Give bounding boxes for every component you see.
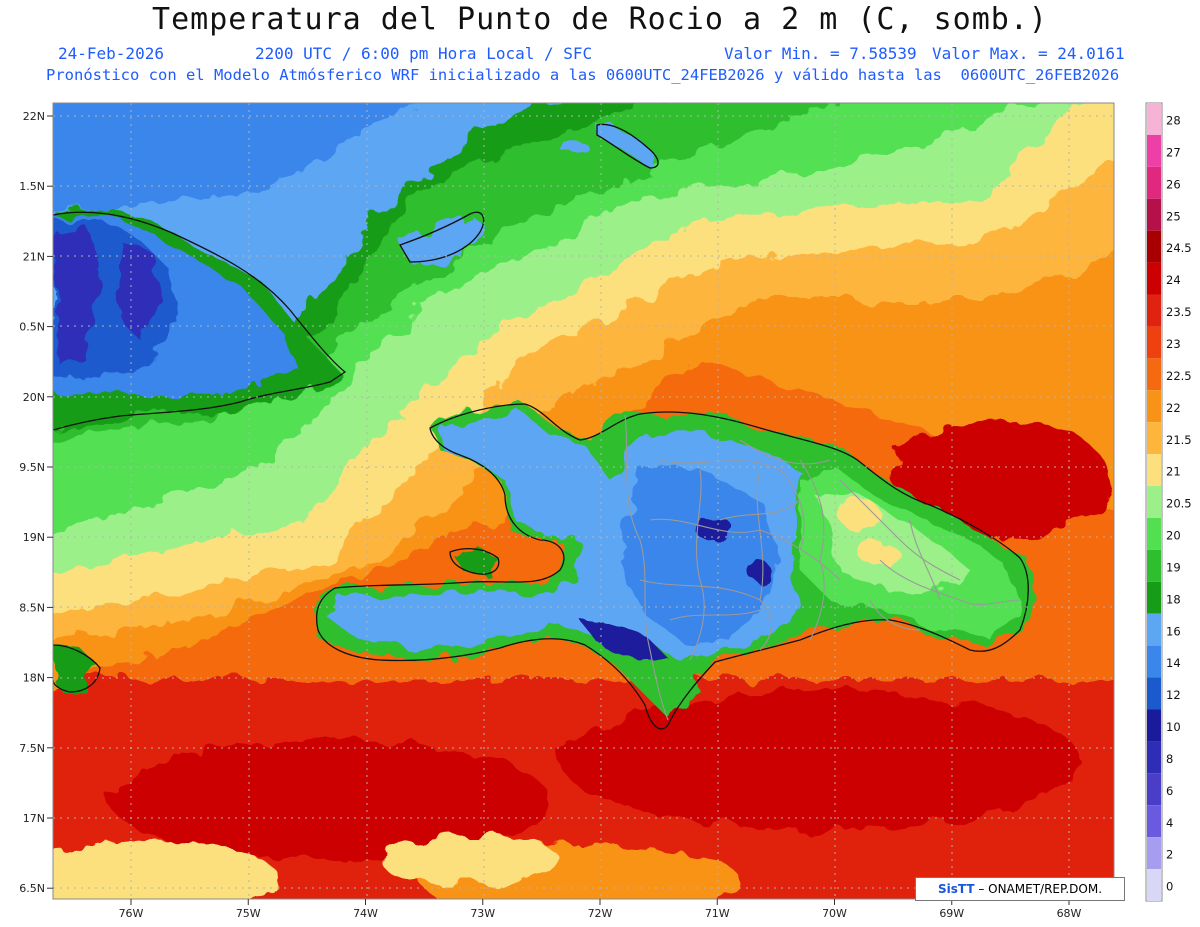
- legend-label: 20: [1166, 529, 1181, 543]
- legend-label: 18: [1166, 592, 1181, 606]
- lon-label: 72W: [588, 907, 613, 920]
- longitude-axis: 76W 75W 74W 73W 72W 71W 70W 69W 68W: [119, 899, 1082, 920]
- lat-label: 20N: [23, 391, 45, 404]
- lat-label: 0.5N: [19, 321, 45, 334]
- legend-label: 10: [1166, 720, 1181, 734]
- lon-label: 71W: [705, 907, 730, 920]
- legend-label: 22.5: [1166, 369, 1192, 383]
- legend-swatch: [1147, 517, 1161, 550]
- legend-swatch: [1147, 326, 1161, 359]
- map-title: Temperatura del Punto de Rocio a 2 m (C,…: [152, 2, 1048, 37]
- lon-label: 73W: [470, 907, 495, 920]
- lat-label: 7.5N: [19, 742, 45, 755]
- legend-swatch: [1147, 486, 1161, 518]
- legend-swatch: [1147, 837, 1161, 870]
- forecast-note: Pronóstico con el Modelo Atmósferico WRF…: [46, 66, 1120, 84]
- legend-swatch: [1147, 454, 1161, 487]
- lon-label: 74W: [353, 907, 378, 920]
- legend-swatch: [1147, 773, 1161, 806]
- lon-label: 70W: [822, 907, 847, 920]
- field-layer: [53, 103, 1114, 899]
- color-legend: 2827262524.52423.52322.52221.52120.52019…: [1145, 102, 1192, 902]
- lat-label: 18N: [23, 672, 45, 685]
- legend-label: 16: [1166, 624, 1181, 638]
- legend-swatch: [1147, 166, 1161, 199]
- attribution-text: – ONAMET/REP.DOM.: [974, 882, 1103, 896]
- legend-label: 23: [1166, 337, 1181, 351]
- legend-label: 25: [1166, 209, 1181, 223]
- legend-label: 24.5: [1166, 241, 1192, 255]
- legend-swatch: [1147, 390, 1161, 423]
- legend-swatch: [1147, 230, 1161, 263]
- latitude-axis: 22N 1.5N 21N 0.5N 20N 9.5N 19N 8.5N 18N 7.5N 17N 6.…: [19, 110, 53, 895]
- legend-label: 19: [1166, 560, 1181, 574]
- lat-label: 8.5N: [19, 601, 45, 614]
- legend-swatch: [1147, 741, 1161, 774]
- legend-label: 6: [1166, 784, 1173, 798]
- legend-swatch: [1147, 294, 1161, 327]
- legend-label: 2: [1166, 848, 1173, 862]
- attribution: SisTT – ONAMET/REP.DOM.: [915, 877, 1125, 901]
- lat-label: 22N: [23, 110, 45, 123]
- legend-label: 22: [1166, 401, 1181, 415]
- lat-label: 1.5N: [19, 180, 45, 193]
- lon-label: 69W: [939, 907, 964, 920]
- lon-label: 68W: [1057, 907, 1082, 920]
- legend-swatch: [1147, 869, 1161, 901]
- legend-label: 12: [1166, 688, 1181, 702]
- legend-swatch: [1147, 358, 1161, 391]
- legend-swatch: [1147, 422, 1161, 455]
- forecast-date: 24-Feb-2026: [58, 44, 164, 63]
- legend-label: 14: [1166, 656, 1181, 670]
- legend-swatch: [1147, 103, 1161, 135]
- legend-label: 24: [1166, 273, 1181, 287]
- legend-label: 28: [1166, 114, 1181, 128]
- min-value: Valor Min. = 7.58539: [724, 44, 917, 63]
- legend-label: 21: [1166, 465, 1181, 479]
- legend-swatch: [1147, 613, 1161, 646]
- legend-swatch: [1147, 805, 1161, 838]
- lat-label: 9.5N: [19, 461, 45, 474]
- coastlines: [53, 123, 1029, 730]
- legend-swatch: [1147, 709, 1161, 742]
- legend-label: 23.5: [1166, 305, 1192, 319]
- legend-label: 27: [1166, 145, 1181, 159]
- lat-label: 6.5N: [19, 882, 45, 895]
- legend-swatch: [1147, 549, 1161, 582]
- legend-label: 4: [1166, 816, 1173, 830]
- map-frame: [52, 102, 1115, 900]
- legend-swatch: [1147, 134, 1161, 167]
- legend-label: 20.5: [1166, 497, 1192, 511]
- sistt-logo: SisTT: [937, 882, 975, 896]
- legend-label: 26: [1166, 177, 1181, 191]
- lat-label: 19N: [23, 531, 45, 544]
- legend-label: 0: [1166, 880, 1173, 894]
- legend-swatch: [1147, 677, 1161, 710]
- lon-label: 76W: [119, 907, 144, 920]
- lat-label: 21N: [23, 250, 45, 263]
- province-borders: [624, 414, 1021, 721]
- max-value: Valor Max. = 24.0161: [932, 44, 1125, 63]
- legend-swatch: [1147, 262, 1161, 295]
- valid-time: 2200 UTC / 6:00 pm Hora Local / SFC: [255, 44, 593, 63]
- legend-swatch: [1147, 645, 1161, 678]
- legend-swatch: [1147, 198, 1161, 231]
- lon-label: 75W: [236, 907, 261, 920]
- lat-label: 17N: [23, 812, 45, 825]
- legend-label: 8: [1166, 752, 1173, 766]
- graticule: [53, 103, 1114, 899]
- legend-swatch: [1147, 581, 1161, 614]
- legend-label: 21.5: [1166, 433, 1192, 447]
